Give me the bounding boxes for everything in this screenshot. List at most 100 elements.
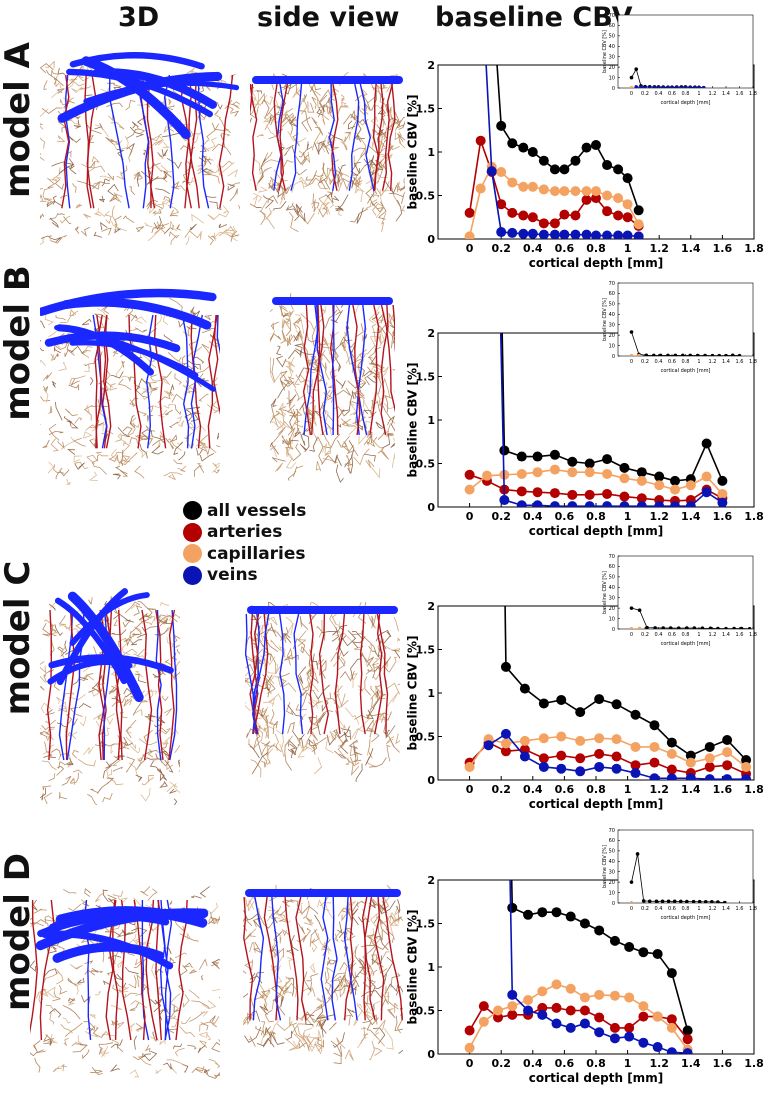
vessel-side-model-b	[270, 293, 395, 483]
inset-x-tick-label: 1	[697, 906, 700, 912]
data-point-all	[652, 948, 663, 959]
data-point-veins	[652, 1042, 663, 1053]
data-point-arteries	[666, 1014, 677, 1025]
inset-data-point-veins	[652, 86, 657, 88]
data-point-all	[559, 164, 570, 175]
data-point-arteries	[575, 753, 586, 764]
data-point-all	[622, 173, 633, 184]
legend-item-veins: veins	[183, 565, 306, 587]
data-point-veins	[581, 229, 592, 239]
data-point-capillaries	[507, 177, 518, 188]
vessel-penetrating	[46, 609, 53, 761]
x-tick-label: 0.2	[491, 1057, 511, 1070]
data-point-veins	[551, 1018, 562, 1029]
data-point-all	[570, 155, 581, 166]
inset-plot-frame	[617, 829, 754, 904]
legend-label-veins: veins	[207, 565, 258, 586]
data-point-arteries	[682, 1034, 693, 1045]
legend-item-arteries: arteries	[183, 522, 306, 544]
inset-y-tick-label: 10	[609, 75, 615, 81]
data-point-veins	[537, 1009, 548, 1020]
data-point-arteries	[591, 193, 601, 204]
data-point-all	[581, 142, 592, 153]
data-point-veins	[591, 230, 601, 239]
inset-y-tick-label: 50	[609, 34, 615, 40]
inset-y-tick-label: 70	[609, 554, 615, 560]
data-point-capillaries	[475, 183, 486, 194]
x-tick-label: 0	[466, 510, 474, 523]
vessel-penetrating	[373, 896, 385, 1021]
x-tick-label: 1	[624, 783, 632, 796]
surface-vein	[47, 658, 133, 685]
data-point-all	[594, 925, 605, 936]
vessel-penetrating	[331, 304, 335, 436]
data-point-capillaries	[570, 186, 581, 197]
data-point-veins	[701, 487, 712, 498]
data-point-veins	[602, 501, 613, 507]
x-tick-label: 1.4	[681, 242, 701, 255]
data-point-capillaries	[464, 484, 475, 495]
data-point-all	[549, 164, 560, 175]
header-3d: 3D	[118, 2, 160, 33]
vessel-network	[270, 293, 395, 483]
data-point-veins	[538, 761, 549, 772]
vessel-penetrating	[141, 609, 153, 761]
inset-x-tick-label: 0.2	[641, 632, 649, 638]
vessel-penetrating	[392, 304, 395, 395]
data-point-arteries	[516, 486, 527, 497]
legend-item-capillaries: capillaries	[183, 543, 306, 565]
vessel-penetrating	[302, 304, 312, 436]
data-point-veins	[518, 228, 529, 239]
y-tick-label: 1.5	[416, 643, 436, 656]
data-point-capillaries	[579, 992, 590, 1003]
x-tick-label: 0.2	[491, 783, 511, 796]
inset-series-line-veins	[636, 86, 704, 88]
inset-data-point-all	[685, 626, 689, 629]
data-point-all	[613, 164, 624, 175]
inset-plot-frame	[617, 555, 754, 630]
data-point-arteries	[556, 750, 567, 761]
inset-y-tick-label: 70	[609, 828, 615, 834]
vessel-penetrating	[153, 314, 167, 449]
data-point-capillaries	[527, 181, 538, 192]
data-point-capillaries	[613, 193, 624, 204]
data-point-all	[579, 918, 590, 929]
data-point-veins	[594, 761, 605, 772]
inset-y-tick-label: 70	[609, 13, 615, 19]
inset-y-tick-label: 30	[609, 869, 615, 875]
inset-x-tick-label: 1.4	[722, 632, 730, 638]
vessel-penetrating	[30, 899, 38, 1035]
data-point-capillaries	[519, 735, 530, 746]
data-point-arteries	[594, 1012, 605, 1023]
data-point-all	[527, 147, 538, 157]
data-point-arteries	[567, 489, 578, 500]
data-point-veins	[499, 495, 510, 506]
vessel-network	[40, 52, 240, 245]
inset-data-point-all	[672, 899, 677, 903]
data-point-arteries	[594, 748, 605, 759]
vessel-penetrating	[145, 899, 158, 1041]
inset-x-tick-label: 1.2	[709, 906, 717, 912]
vessel-side-model-a	[250, 72, 405, 232]
data-point-capillaries	[633, 219, 644, 230]
inset-y-tick-label: 0	[612, 901, 615, 907]
vessel-penetrating	[169, 609, 178, 761]
data-point-capillaries	[496, 167, 507, 178]
inset-data-point-veins	[670, 86, 674, 88]
inset-data-point-all	[695, 353, 700, 356]
data-point-arteries	[549, 488, 560, 499]
inset-data-point-veins	[693, 86, 697, 88]
inset-y-tick-label: 70	[609, 281, 615, 287]
data-point-arteries	[570, 210, 581, 221]
data-point-all	[666, 968, 677, 979]
x-axis-label: cortical depth [mm]	[529, 256, 663, 270]
data-point-veins	[638, 1037, 649, 1048]
vessel-penetrating	[348, 83, 360, 191]
data-point-capillaries	[654, 480, 665, 491]
x-tick-label: 1.8	[744, 783, 764, 796]
data-point-arteries	[507, 1009, 518, 1020]
data-point-veins	[556, 763, 567, 774]
inset-x-tick-label: 1.6	[736, 91, 744, 97]
inset-x-tick-label: 1.6	[736, 359, 744, 365]
surface-vein	[67, 591, 144, 702]
